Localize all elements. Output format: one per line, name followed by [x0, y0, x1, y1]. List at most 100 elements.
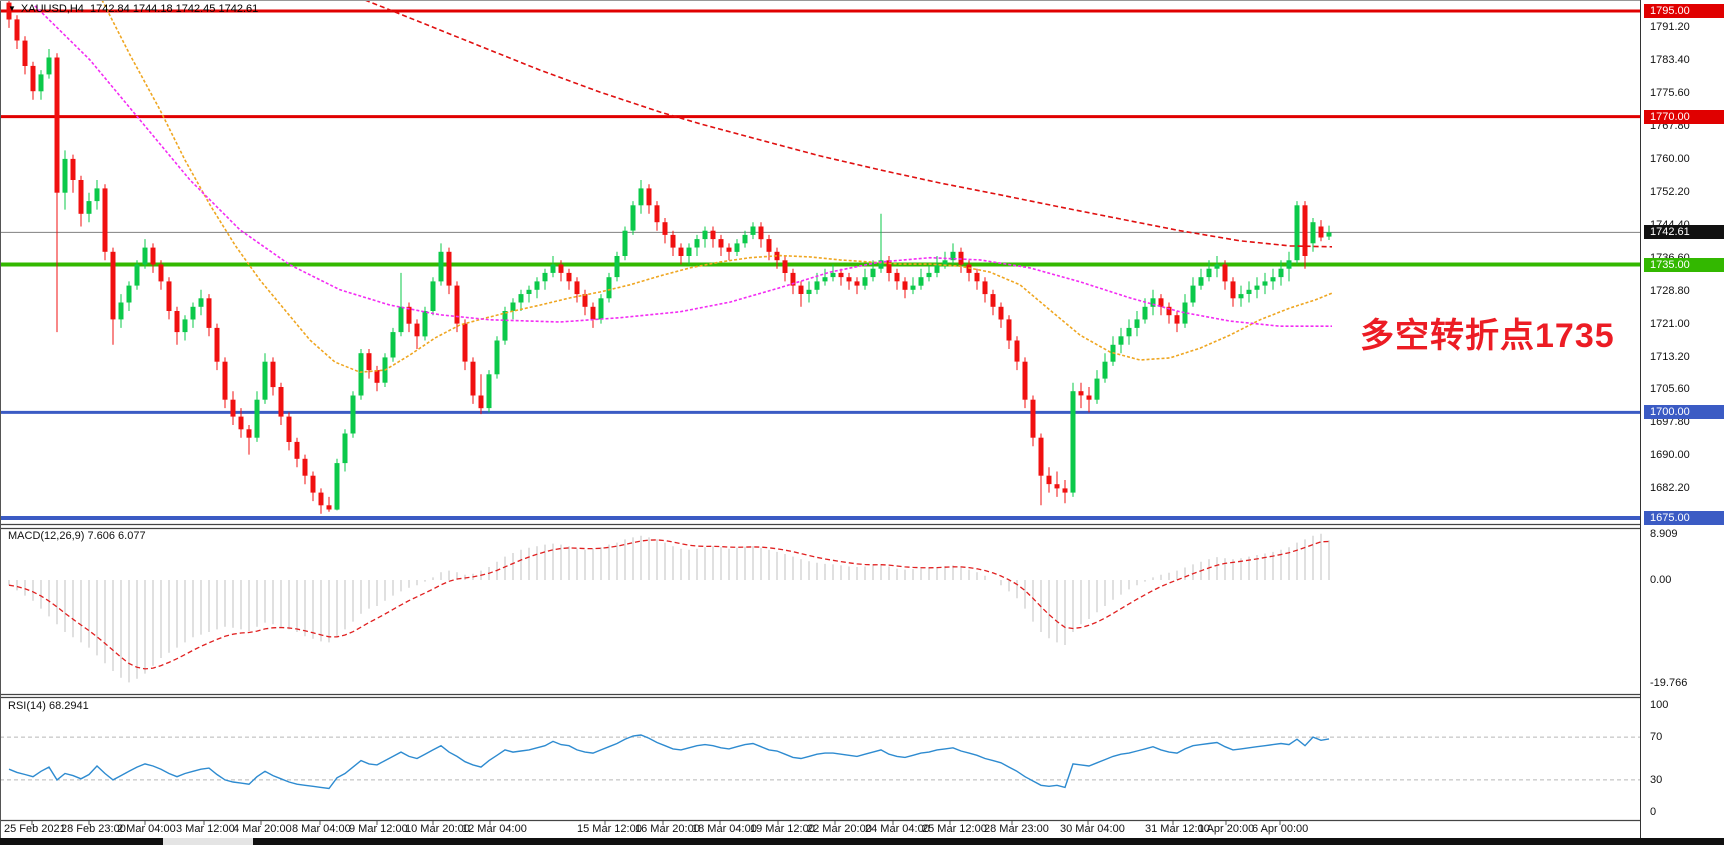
macd-tick-label: -19.766	[1650, 676, 1688, 689]
macd-tick-label: 8.909	[1650, 527, 1678, 540]
candle-body	[790, 272, 796, 286]
candle-body	[654, 205, 660, 223]
candle-body	[934, 264, 940, 273]
candle-body	[478, 395, 484, 409]
candle-body	[182, 319, 188, 333]
rsi-tick-label: 100	[1650, 699, 1669, 711]
price-tick-label: 1760.00	[1650, 152, 1690, 165]
candle-body	[366, 353, 372, 371]
candle-body	[414, 323, 420, 337]
candle-body	[526, 289, 532, 294]
candle-body	[1238, 294, 1244, 299]
candle-body	[70, 158, 76, 180]
candle-body	[582, 294, 588, 307]
candle-body	[694, 239, 700, 248]
time-axis-label: 6 Apr 00:00	[1252, 823, 1309, 835]
candle-body	[1030, 399, 1036, 438]
candle-body	[126, 285, 132, 303]
candle-body	[942, 260, 948, 265]
candle-body	[286, 416, 292, 442]
candle-body	[958, 251, 964, 265]
candle-body	[1142, 306, 1148, 320]
candle-body	[542, 272, 548, 282]
time-axis-label: 28 Mar 23:00	[984, 823, 1049, 835]
candle-body	[766, 239, 772, 252]
candle-body	[702, 230, 708, 240]
candle-body	[518, 294, 524, 303]
candle-body	[886, 260, 892, 273]
candle-body	[446, 251, 452, 286]
candle-body	[1086, 395, 1092, 400]
candle-body	[102, 188, 108, 252]
price-tick-label: 1752.20	[1650, 185, 1690, 198]
candle-body	[134, 264, 140, 286]
candle-body	[190, 306, 196, 320]
ma-long-red	[364, 0, 1333, 248]
price-scale[interactable]: 1791.20 1783.40 1775.60 1767.80 1760.00 1752.…	[1641, 0, 1724, 838]
candle-body	[598, 298, 604, 320]
ohlc-readout: 1742.84 1744.18 1742.45 1742.61	[90, 3, 259, 15]
candle-body	[38, 74, 44, 92]
time-axis-label: 25 Feb 2021	[4, 823, 66, 835]
candle-body	[1014, 340, 1020, 362]
candle-body	[1286, 260, 1292, 269]
candle-body	[734, 243, 740, 252]
main-price-panel[interactable]	[0, 0, 1640, 520]
candle-body	[686, 247, 692, 256]
candle-body	[270, 361, 276, 388]
candle-body	[158, 264, 164, 282]
candle-body	[1070, 391, 1076, 493]
rsi-tick-label: 30	[1650, 773, 1663, 786]
ma-mid-orange	[101, 0, 1333, 374]
rsi-panel[interactable]	[0, 734, 1640, 790]
time-axis-label: 16 Mar 20:00	[635, 823, 700, 835]
candle-body	[1198, 277, 1204, 286]
candle-body	[1222, 264, 1228, 282]
current-price-badge: 1742.61	[1644, 225, 1724, 240]
candle-body	[974, 272, 980, 282]
candle-body	[1118, 336, 1124, 345]
candle-body	[510, 302, 516, 311]
candle-body	[1246, 289, 1252, 294]
symbol-dropdown-marker-icon[interactable]: ▼	[8, 4, 16, 13]
macd-panel[interactable]	[8, 533, 1330, 683]
candle-body	[78, 180, 84, 214]
candle-body	[1270, 277, 1276, 282]
candle-body	[334, 463, 340, 510]
time-axis[interactable]: 25 Feb 2021 28 Feb 23:00 2 Mar 04:00 3 Mar …	[0, 823, 1640, 838]
level-price-badge: 1770.00	[1644, 109, 1724, 124]
candle-body	[390, 332, 396, 358]
candle-body	[1094, 378, 1100, 400]
candle-body	[150, 247, 156, 265]
candle-body	[1038, 437, 1044, 476]
candle-body	[174, 311, 180, 333]
candle-body	[894, 272, 900, 282]
candle-body	[398, 306, 404, 333]
candle-body	[318, 492, 324, 506]
price-tick-label: 1721.00	[1650, 317, 1690, 330]
chart-annotation-text: 多空转折点1735	[1360, 317, 1615, 355]
macd-tick-label: 0.00	[1650, 574, 1672, 586]
rsi-tick-label: 70	[1650, 731, 1663, 744]
time-axis-label: 9 Mar 12:00	[349, 823, 408, 835]
candle-body	[1006, 319, 1012, 341]
candle-body	[1150, 298, 1156, 307]
candle-body	[1214, 264, 1220, 269]
candle-body	[726, 247, 732, 252]
candle-body	[302, 458, 308, 476]
candle-body	[1158, 298, 1164, 307]
candle-body	[486, 374, 492, 409]
candle-body	[574, 281, 580, 295]
candle-body	[22, 40, 28, 66]
candle-body	[662, 222, 668, 235]
candle-body	[494, 340, 500, 375]
time-axis-label: 25 Mar 12:00	[922, 823, 987, 835]
candle-body	[262, 361, 268, 400]
candle-body	[326, 505, 332, 510]
candle-body	[406, 306, 412, 324]
time-axis-label: 28 Feb 23:00	[61, 823, 126, 835]
candle-body	[606, 277, 612, 299]
